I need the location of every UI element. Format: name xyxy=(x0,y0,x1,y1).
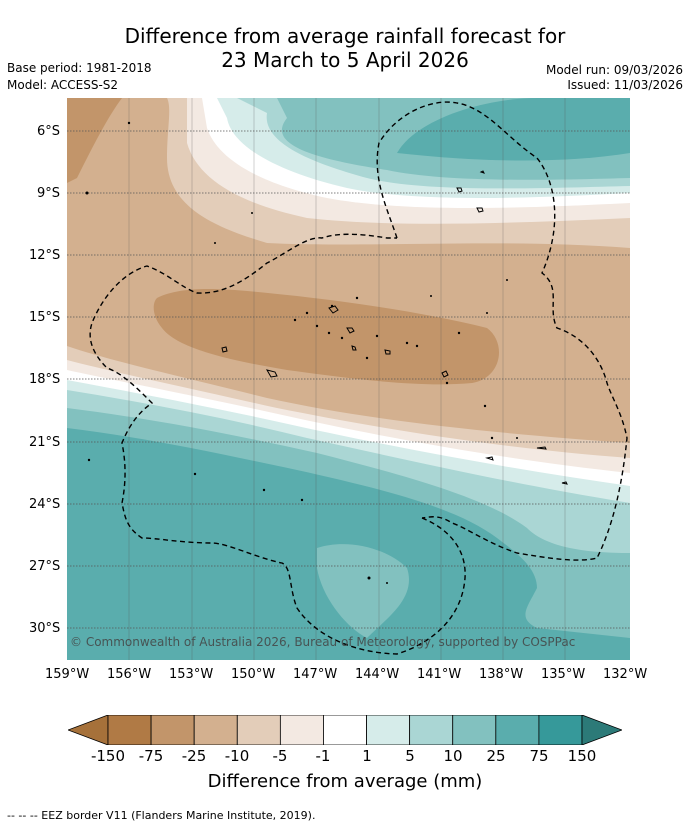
model-run: Model run: 09/03/2026 xyxy=(545,63,683,77)
colorbar-segment xyxy=(236,715,281,745)
colorbar-segment xyxy=(495,715,540,745)
copyright-notice: © Commonwealth of Australia 2026, Bureau… xyxy=(70,635,575,649)
colorbar-segment xyxy=(409,715,454,745)
lat-label-30s: 30°S xyxy=(29,621,61,636)
colorbar-tick: 75 xyxy=(529,747,549,765)
colorbar-tick: 25 xyxy=(486,747,506,765)
colorbar-tick: -5 xyxy=(272,747,288,765)
title-line-1: Difference from average rainfall forecas… xyxy=(124,24,566,48)
colorbar-segment xyxy=(366,715,411,745)
lat-label-6s: 6°S xyxy=(37,124,61,139)
model-name: Model: ACCESS-S2 xyxy=(7,78,119,92)
lon-label-141w: 141°W xyxy=(417,667,462,682)
colorbar-segment xyxy=(107,715,152,745)
lat-label-21s: 21°S xyxy=(29,435,61,450)
lon-label-156w: 156°W xyxy=(107,667,152,682)
colorbar-tick: -25 xyxy=(181,747,207,765)
colorbar xyxy=(68,715,622,745)
issued-date: Issued: 11/03/2026 xyxy=(567,78,683,92)
lon-label-138w: 138°W xyxy=(479,667,524,682)
colorbar-extend-high xyxy=(581,715,622,745)
anomaly-band-wet-4-south xyxy=(67,428,630,660)
colorbar-tick: -10 xyxy=(224,747,250,765)
base-period: Base period: 1981-2018 xyxy=(7,61,152,75)
lon-label-132w: 132°W xyxy=(603,667,648,682)
lat-label-18s: 18°S xyxy=(29,372,61,387)
island-dots xyxy=(85,121,518,584)
anomaly-band-dry-topleft xyxy=(67,98,122,183)
colorbar-tick: -75 xyxy=(138,747,164,765)
colorbar-segment xyxy=(193,715,238,745)
colorbar-extend-low xyxy=(68,715,109,745)
lat-label-9s: 9°S xyxy=(37,186,61,201)
colorbar-segment xyxy=(323,715,367,745)
graticule xyxy=(67,130,630,629)
anomaly-band-wet-4-north xyxy=(397,98,630,161)
lat-label-12s: 12°S xyxy=(29,248,61,263)
colorbar-tick: -1 xyxy=(315,747,331,765)
lat-label-27s: 27°S xyxy=(29,559,61,574)
title-line-2: 23 March to 5 April 2026 xyxy=(221,48,469,72)
lon-label-135w: 135°W xyxy=(541,667,586,682)
colorbar-tick: 150 xyxy=(567,747,597,765)
lon-label-153w: 153°W xyxy=(169,667,214,682)
colorbar-segment xyxy=(150,715,195,745)
eez-borders xyxy=(89,101,628,655)
islands xyxy=(221,170,568,485)
lon-label-147w: 147°W xyxy=(293,667,338,682)
colorbar-tick: 10 xyxy=(443,747,463,765)
lon-label-144w: 144°W xyxy=(355,667,400,682)
lon-label-159w: 159°W xyxy=(45,667,90,682)
colorbar-label: Difference from average (mm) xyxy=(207,771,483,792)
lat-label-15s: 15°S xyxy=(29,310,61,325)
eez-footnote: -- -- -- EEZ border V11 (Flanders Marine… xyxy=(7,809,316,822)
lon-label-150w: 150°W xyxy=(231,667,276,682)
meridians xyxy=(128,98,566,660)
rainfall-map: © Commonwealth of Australia 2026, Bureau… xyxy=(67,98,630,660)
colorbar-segment xyxy=(538,715,583,745)
colorbar-tick: -150 xyxy=(90,747,126,765)
anomaly-band-wet-tongue xyxy=(317,544,409,638)
colorbar-segment xyxy=(279,715,324,745)
colorbar-tick: 1 xyxy=(362,747,372,765)
anomaly-band-dry-central xyxy=(153,289,499,385)
colorbar-segment xyxy=(452,715,497,745)
lat-label-24s: 24°S xyxy=(29,497,61,512)
colorbar-tick: 5 xyxy=(405,747,415,765)
